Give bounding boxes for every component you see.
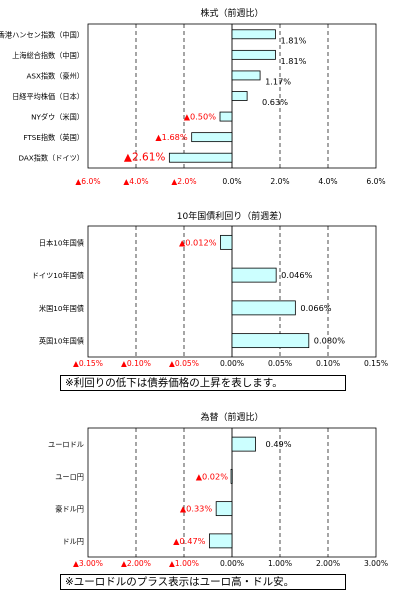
- chart-note: ※ユーロドルのプラス表示はユーロ高・ドル安。: [60, 574, 346, 590]
- bar: [231, 91, 248, 101]
- category-label: ドイツ10年国債: [32, 271, 84, 280]
- data-label: ▲1.68%: [155, 132, 188, 142]
- x-tick-label: 1.00%: [268, 559, 292, 568]
- x-tick-label: 6.0%: [366, 177, 385, 186]
- category-label: 豪ドル円: [55, 505, 84, 514]
- x-tick-label: ▲2.00%: [121, 559, 151, 568]
- data-label: 0.63%: [262, 97, 288, 107]
- chart-3: 為替（前週比） ▲3.00% ▲2.00% ▲1.00% 0.00% 1.00% 2.00%…: [48, 411, 388, 568]
- category-label: ASX指数（豪州）: [26, 71, 84, 80]
- chart-title: 10年国債利回り（前週差）: [177, 210, 287, 222]
- bar: [231, 436, 256, 452]
- x-tick-label: 4.0%: [318, 177, 337, 186]
- x-tick-label: ▲0.15%: [73, 359, 103, 368]
- bar: [231, 70, 261, 81]
- bar: [231, 300, 296, 316]
- chart-title: 株式（前週比）: [200, 7, 263, 19]
- data-label: ▲0.50%: [184, 112, 217, 122]
- category-label: ユーロドル: [48, 440, 84, 449]
- data-label: 1.17%: [265, 76, 291, 86]
- chart-title: 為替（前週比）: [200, 411, 263, 423]
- data-label: 0.046%: [281, 270, 312, 280]
- category-label: NYダウ（米国）: [31, 113, 84, 122]
- category-label: 英国10年国債: [39, 337, 84, 346]
- data-label: ▲2.61%: [124, 152, 165, 164]
- bar: [231, 29, 276, 40]
- x-tick-label: 2.0%: [270, 177, 289, 186]
- category-label: 香港ハンセン指数（中国）: [0, 30, 84, 39]
- x-tick-label: 0.15%: [364, 359, 388, 368]
- bar: [168, 152, 233, 163]
- data-label: ▲0.012%: [179, 237, 217, 247]
- category-label: ユーロ円: [55, 472, 84, 481]
- x-tick-label: ▲0.05%: [169, 359, 199, 368]
- bar: [231, 49, 276, 60]
- x-tick-label: ▲3.00%: [73, 559, 103, 568]
- category-label: DAX指数（ドイツ）: [18, 154, 84, 163]
- x-tick-label: 0.05%: [268, 359, 292, 368]
- x-tick-label: ▲4.0%: [123, 177, 148, 186]
- data-label: ▲0.47%: [173, 536, 206, 546]
- category-label: FTSE指数（英国）: [23, 133, 84, 142]
- chart-1: 株式（前週比） ▲6.0% ▲4.0% ▲2.0% 0.0% 2.0% 4.0% 6.0% 香港…: [0, 7, 386, 186]
- x-tick-label: 0.0%: [222, 177, 241, 186]
- data-label: ▲0.33%: [180, 504, 213, 514]
- data-label: 0.49%: [266, 439, 292, 449]
- x-tick-label: 3.00%: [364, 559, 388, 568]
- category-label: 米国10年国債: [39, 304, 84, 313]
- category-label: 日経平均株価（日本）: [12, 92, 84, 101]
- category-label: 日本10年国債: [39, 238, 84, 247]
- category-label: 上海総合指数（中国）: [12, 51, 84, 60]
- bar: [219, 111, 233, 122]
- data-label: 0.066%: [300, 303, 331, 313]
- bar: [215, 501, 233, 517]
- x-tick-label: ▲6.0%: [75, 177, 100, 186]
- x-tick-label: 2.00%: [316, 559, 340, 568]
- category-label: ドル円: [62, 537, 84, 546]
- chart-note: ※利回りの低下は債券価格の上昇を表します。: [60, 375, 346, 391]
- data-label: 1.81%: [280, 56, 306, 66]
- data-label: ▲0.02%: [196, 471, 229, 481]
- data-label: 0.080%: [314, 336, 345, 346]
- x-tick-label: ▲0.10%: [121, 359, 151, 368]
- x-tick-label: ▲1.00%: [169, 559, 199, 568]
- bar: [191, 132, 233, 143]
- chart-2: 10年国債利回り（前週差） ▲0.15% ▲0.10% ▲0.05% 0.00% 0.05…: [32, 210, 388, 368]
- bar: [231, 267, 277, 283]
- bar: [231, 333, 310, 349]
- x-tick-label: 0.00%: [220, 359, 244, 368]
- data-label: 1.81%: [280, 35, 306, 45]
- bar: [209, 533, 233, 549]
- x-tick-label: 0.00%: [220, 559, 244, 568]
- bar: [230, 468, 233, 484]
- bar: [220, 234, 233, 250]
- x-tick-label: 0.10%: [316, 359, 340, 368]
- x-tick-label: ▲2.0%: [171, 177, 196, 186]
